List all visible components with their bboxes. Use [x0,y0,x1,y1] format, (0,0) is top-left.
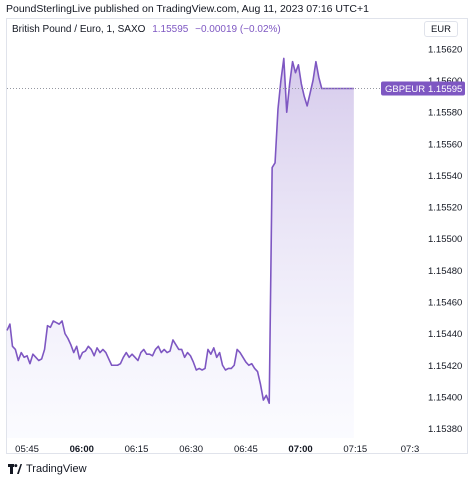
price-line [6,57,354,405]
y-tick-label: 1.15440 [428,329,462,340]
chart-frame [6,18,468,454]
tradingview-logo-icon [8,464,22,474]
tradingview-brand: TradingView [8,463,87,475]
x-tick-label: 07:00 [288,444,312,455]
x-tick-label: 05:45 [15,444,39,455]
chart-legend: British Pound / Euro, 1, SAXO 1.15595 −0… [12,24,281,35]
x-tick-label: 07:3 [401,444,420,455]
price-tag-background [381,81,465,96]
legend-change: −0.00019 (−0.02%) [195,24,281,35]
y-tick-label: 1.15480 [428,266,462,277]
legend-price: 1.15595 [152,24,189,35]
y-tick-label: 1.15520 [428,203,462,214]
brand-label: TradingView [26,463,87,475]
price-area-fill [7,58,354,438]
legend-symbol: British Pound / Euro, 1, SAXO [12,24,146,35]
x-tick-label: 06:30 [179,444,203,455]
y-tick-label: 1.15380 [428,424,462,435]
x-tick-label: 06:00 [70,444,94,455]
price-tag-value: 1.15595 [428,84,462,95]
price-tag-symbol: GBPEUR [385,84,425,95]
x-tick-label: 06:15 [125,444,149,455]
y-tick-label: 1.15620 [428,44,462,55]
publish-caption: PoundSterlingLive published on TradingVi… [6,3,369,15]
last-price-tag: GBPEUR 1.15595 [381,81,465,96]
y-tick-label: 1.15540 [428,171,462,182]
y-tick-label: 1.15560 [428,139,462,150]
currency-button[interactable]: EUR [424,21,458,37]
y-tick-label: 1.15400 [428,392,462,403]
y-tick-label: 1.15460 [428,298,462,309]
x-tick-label: 07:15 [343,444,367,455]
y-tick-label: 1.15580 [428,108,462,119]
y-tick-label: 1.15420 [428,361,462,372]
y-tick-label: 1.15500 [428,234,462,245]
x-tick-label: 06:45 [234,444,258,455]
